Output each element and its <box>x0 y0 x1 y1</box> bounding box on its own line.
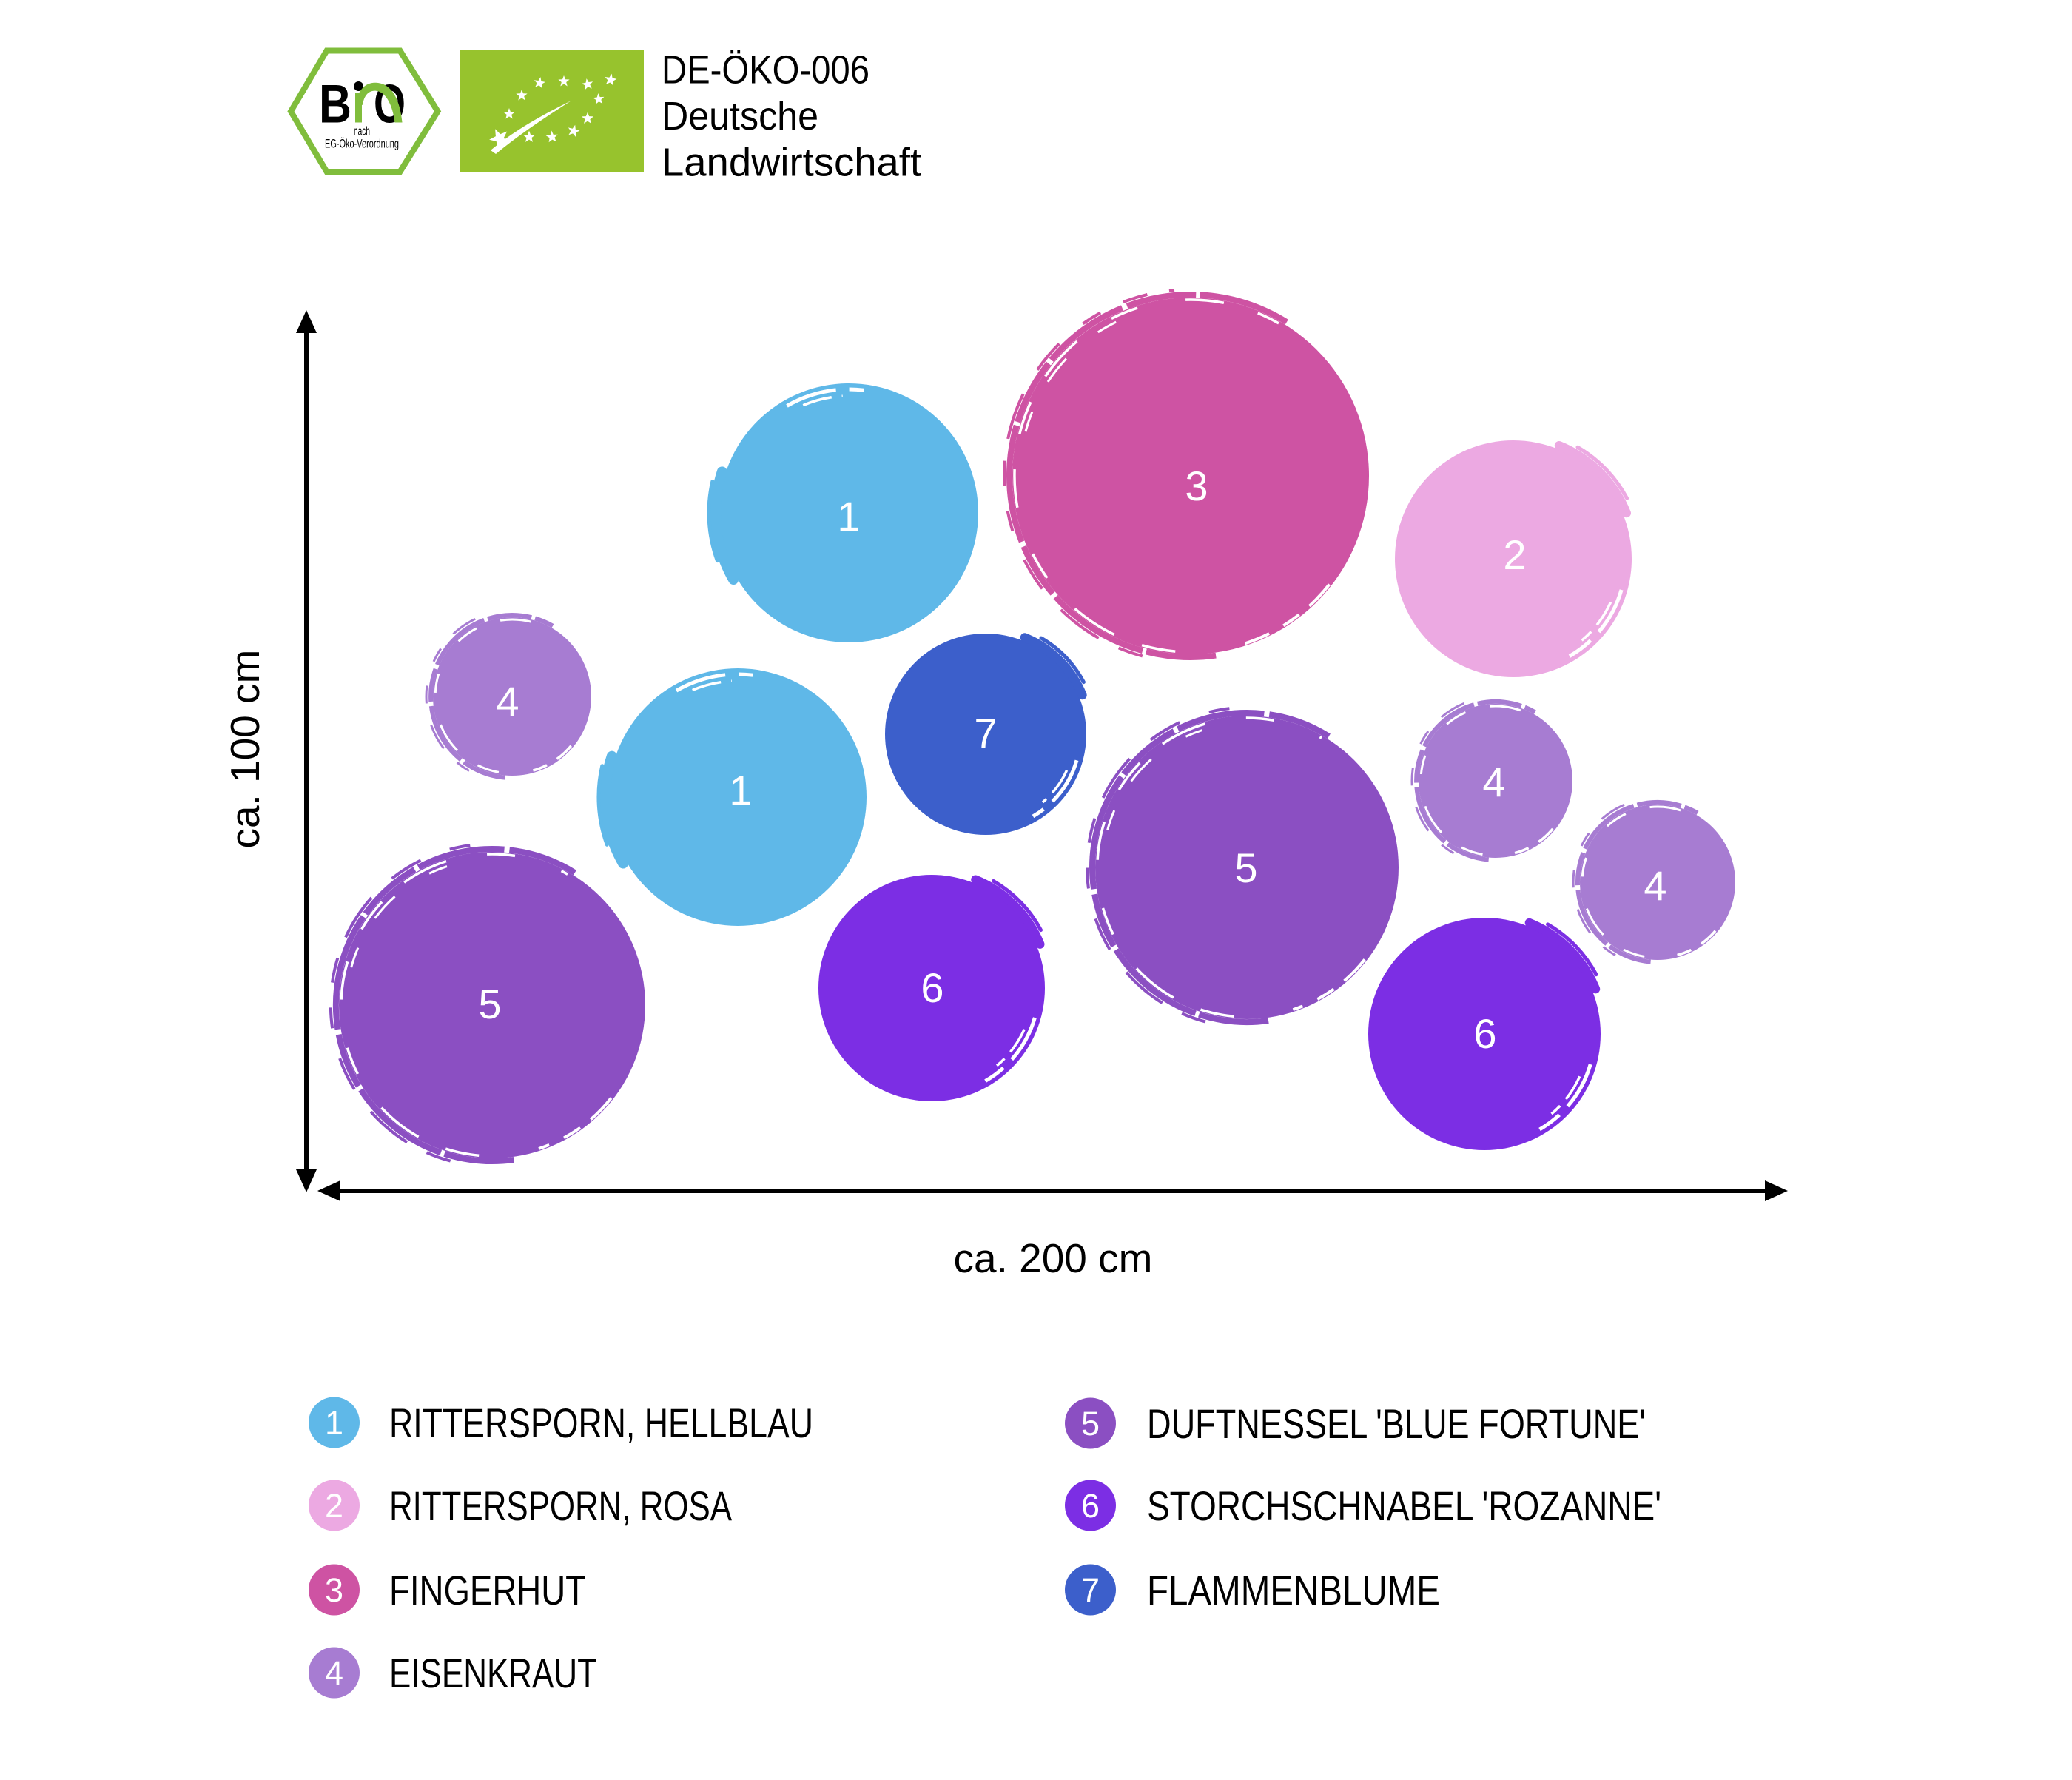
svg-text:7: 7 <box>974 710 997 756</box>
svg-text:ca. 200 cm: ca. 200 cm <box>953 1235 1152 1281</box>
svg-text:1: 1 <box>837 493 860 540</box>
svg-text:RITTERSPORN, HELLBLAU: RITTERSPORN, HELLBLAU <box>389 1400 813 1446</box>
svg-text:FLAMMENBLUME: FLAMMENBLUME <box>1147 1567 1440 1613</box>
svg-text:3: 3 <box>325 1571 343 1609</box>
svg-text:5: 5 <box>478 981 501 1027</box>
svg-text:4: 4 <box>325 1654 343 1692</box>
svg-text:STORCHSCHNABEL 'ROZANNE': STORCHSCHNABEL 'ROZANNE' <box>1147 1482 1661 1529</box>
svg-text:1: 1 <box>325 1404 343 1442</box>
svg-text:EG-Öko-Verordnung: EG-Öko-Verordnung <box>325 138 399 151</box>
svg-text:B: B <box>319 75 352 135</box>
svg-text:1: 1 <box>729 767 752 813</box>
svg-text:3: 3 <box>1185 463 1208 509</box>
svg-text:7: 7 <box>1081 1571 1100 1609</box>
svg-text:2: 2 <box>1503 531 1526 578</box>
svg-text:DUFTNESSEL 'BLUE FORTUNE': DUFTNESSEL 'BLUE FORTUNE' <box>1147 1400 1646 1447</box>
svg-text:5: 5 <box>1234 844 1257 891</box>
svg-text:nach: nach <box>354 125 370 138</box>
svg-text:6: 6 <box>1473 1010 1496 1057</box>
svg-text:EISENKRAUT: EISENKRAUT <box>389 1650 597 1696</box>
svg-text:6: 6 <box>1081 1487 1100 1525</box>
svg-text:ca. 100 cm: ca. 100 cm <box>222 649 268 848</box>
svg-text:4: 4 <box>1482 759 1505 805</box>
svg-text:Landwirtschaft: Landwirtschaft <box>662 141 921 185</box>
svg-text:4: 4 <box>1644 862 1666 909</box>
svg-text:RITTERSPORN, ROSA: RITTERSPORN, ROSA <box>389 1482 733 1529</box>
svg-text:DE-ÖKO-006: DE-ÖKO-006 <box>662 47 870 92</box>
svg-text:4: 4 <box>496 678 519 725</box>
svg-text:FINGERHUT: FINGERHUT <box>389 1567 586 1613</box>
svg-text:2: 2 <box>325 1487 343 1525</box>
svg-text:5: 5 <box>1081 1405 1100 1443</box>
svg-text:6: 6 <box>921 964 944 1011</box>
svg-text:Deutsche: Deutsche <box>662 94 818 138</box>
